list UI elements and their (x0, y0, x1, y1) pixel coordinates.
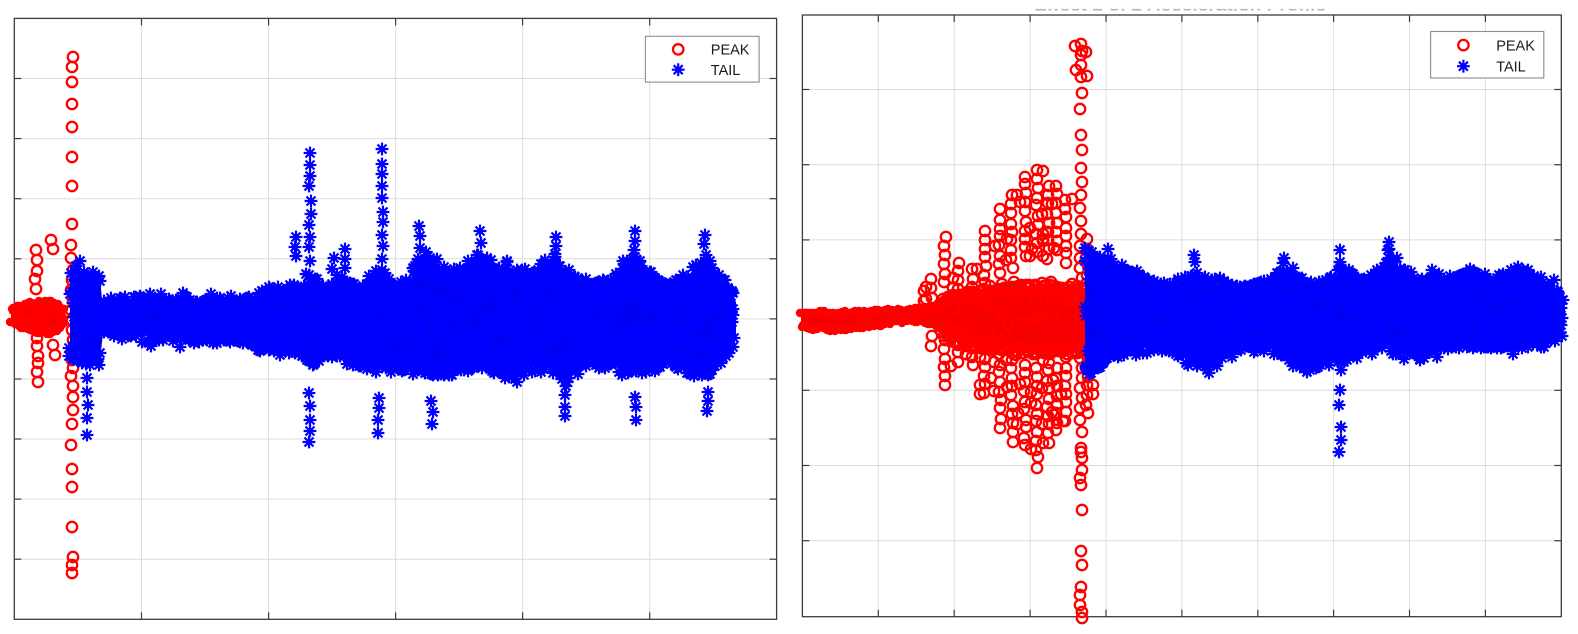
svg-text:TAIL: TAIL (711, 63, 741, 79)
svg-text:TAIL: TAIL (1496, 60, 1526, 76)
svg-text:Effect 2 of 2 Acceleration Pro: Effect 2 of 2 Acceleration Profile (1034, 0, 1326, 16)
svg-text:PEAK: PEAK (1496, 38, 1535, 54)
svg-text:PEAK: PEAK (711, 43, 750, 59)
